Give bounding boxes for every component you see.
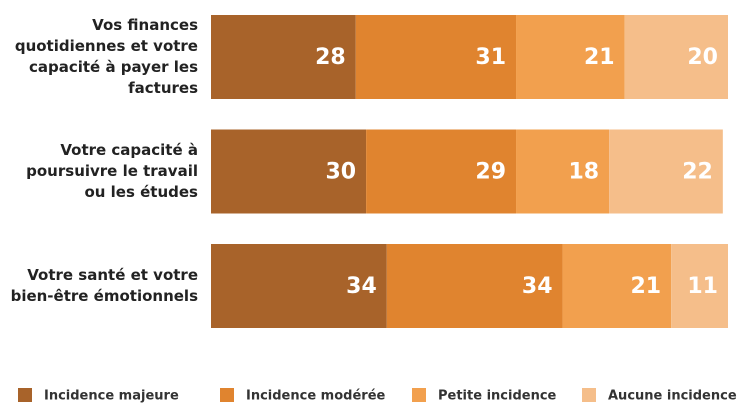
legend-label: Incidence majeure [44,389,179,404]
legend-swatch [412,388,426,402]
bar-segment [562,244,672,328]
legend-swatch [18,388,32,402]
bar-segment [609,129,723,214]
bar-segment [386,244,563,328]
bar-segment [211,244,387,328]
bar-segment [624,15,728,99]
bar-segment [516,15,625,99]
bar-segment [355,15,517,99]
legend-label: Incidence modérée [246,389,386,404]
category-label: Votre santé et votre bien-être émotionne… [10,266,198,305]
value-label: 20 [687,45,718,70]
value-label: 34 [346,274,377,299]
value-label: 18 [568,160,599,185]
bar-segment [671,244,728,328]
value-label: 30 [325,160,356,185]
bar-segment [516,129,610,214]
bar-segment [211,15,356,99]
value-label: 34 [522,274,553,299]
value-label: 31 [475,45,506,70]
value-label: 21 [584,45,615,70]
bar-segment [366,129,517,214]
value-label: 22 [682,160,713,185]
bar-segment [211,129,367,214]
legend-swatch [220,388,234,402]
legend-label: Aucune incidence [608,389,737,404]
value-label: 29 [475,160,506,185]
category-label: Vos finances quotidiennes et votre capac… [14,16,198,97]
value-label: 21 [631,274,662,299]
category-label: Votre capacité à poursuivre le travail o… [26,141,198,201]
legend-swatch [582,388,596,402]
value-label: 28 [315,45,346,70]
value-label: 11 [687,274,718,299]
legend-label: Petite incidence [438,389,557,404]
